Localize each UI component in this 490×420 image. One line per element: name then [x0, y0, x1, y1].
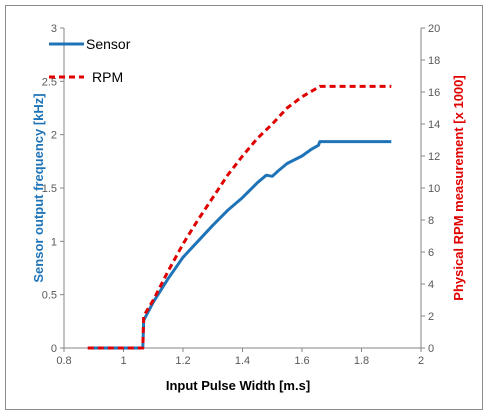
y2-tick-label: 0 [428, 343, 434, 355]
x-axis-title: Input Pulse Width [m.s] [166, 378, 310, 393]
legend-sensor-label: Sensor [86, 36, 131, 52]
y2-tick-label: 16 [428, 87, 440, 99]
series-lines [87, 84, 392, 350]
y-tick-label: 0.5 [42, 290, 57, 302]
dual-axis-line-chart: 0.8 1 1.2 1.4 1.6 1.8 200.511.522.530246810121… [31, 23, 466, 393]
y-tick-label: 1 [51, 236, 57, 248]
y2-tick-label: 4 [428, 279, 434, 291]
y2-tick-label: 6 [428, 247, 434, 259]
y2-tick-label: 18 [428, 55, 440, 67]
y2-tick-label: 14 [428, 119, 440, 131]
y2-tick-label: 20 [428, 23, 440, 35]
y2-tick-label: 10 [428, 183, 440, 195]
x-tick-label: 0.8 [56, 355, 71, 367]
y-tick-label: 1.5 [42, 183, 57, 195]
y-tick-label: 0 [51, 343, 57, 355]
y-tick-label: 2 [51, 130, 57, 142]
y-tick-label: 3 [51, 23, 57, 35]
tick-labels: 0.8 1 1.2 1.4 1.6 1.8 200.511.522.530246810121… [42, 23, 441, 367]
series-line-rpm [87, 84, 392, 350]
y2-tick-label: 12 [428, 151, 440, 163]
series-line-sensor [87, 140, 392, 350]
legend: Sensor RPM [49, 36, 131, 85]
y2-tick-label: 2 [428, 311, 434, 323]
chart-frame: 0.8 1 1.2 1.4 1.6 1.8 2 0 0.5 1 1.5 2 2.5 3 0 2 4 6 8 10 12 1… [5, 5, 483, 410]
x-tick-label: 2 [418, 355, 424, 367]
x-tick-label: 1.2 [175, 355, 190, 367]
y-axis-left-title: Sensor output frequency [kHz] [31, 93, 46, 282]
legend-rpm-label: RPM [92, 69, 123, 85]
y2-tick-label: 8 [428, 215, 434, 227]
x-tick-label: 1.6 [294, 355, 309, 367]
y-tick-label: 2.5 [42, 76, 57, 88]
x-tick-label: 1.4 [235, 355, 250, 367]
y-axis-right-title: Physical RPM measurement [x 1000] [451, 75, 466, 300]
x-tick-label: 1 [120, 355, 126, 367]
x-tick-label: 1.8 [354, 355, 369, 367]
